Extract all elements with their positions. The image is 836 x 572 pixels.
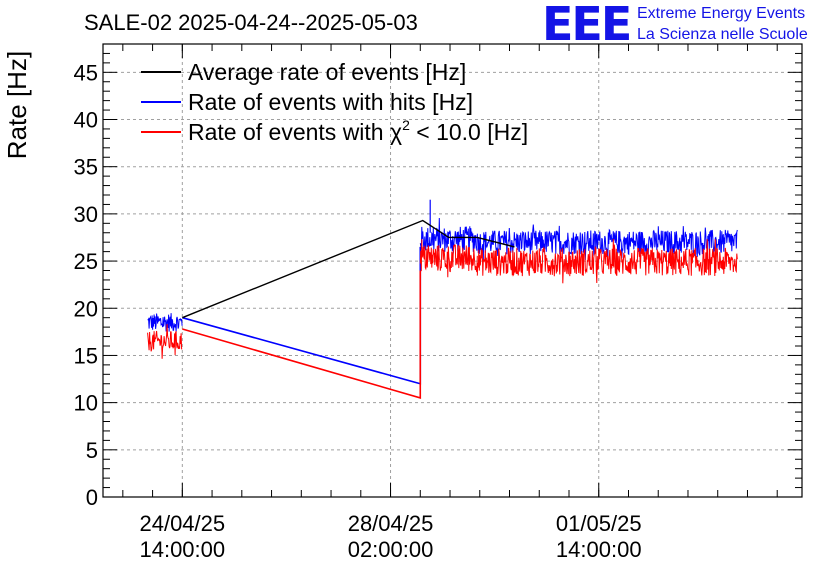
y-tick-label: 5 (86, 438, 98, 463)
y-axis-label: Rate [Hz] (2, 51, 32, 159)
x-tick-labels: 24/04/2514:00:0028/04/2502:00:0001/05/25… (139, 511, 641, 562)
series-noise-segment (147, 313, 183, 332)
y-tick-label: 45 (74, 60, 98, 85)
eee-logo: EEE Extreme Energy Events La Scienza nel… (542, 0, 808, 51)
series-hits (147, 199, 738, 385)
x-tick-label-time: 14:00:00 (556, 537, 642, 562)
legend: Average rate of events [Hz] Rate of even… (141, 59, 528, 145)
legend-label-chi2-sup: 2 (402, 117, 410, 133)
logo-line-1: Extreme Energy Events (637, 5, 805, 22)
series-noise-segment (419, 239, 478, 278)
series-layer (147, 199, 738, 399)
y-tick-label: 25 (74, 249, 98, 274)
y-tick-labels: 0 5 10 15 20 25 30 35 40 45 (74, 60, 98, 510)
chart-title: SALE-02 2025-04-24--2025-05-03 (84, 10, 418, 35)
series-noise-segment (476, 238, 738, 284)
y-tick-label: 40 (74, 108, 98, 133)
series-average (182, 219, 515, 319)
series-chi2 (147, 238, 738, 399)
axis-ticks (103, 43, 802, 498)
legend-label-chi2-prefix: Rate of events with χ (188, 119, 402, 145)
y-tick-label: 10 (74, 391, 98, 416)
legend-label-chi2: Rate of events with χ2 < 10.0 [Hz] (188, 117, 528, 145)
series-noise-segment (419, 217, 478, 254)
x-tick-label-time: 02:00:00 (348, 537, 434, 562)
y-tick-label: 15 (74, 343, 98, 368)
logo-line-2: La Scienza nelle Scuole (637, 26, 808, 43)
y-tick-label: 20 (74, 296, 98, 321)
legend-label-hits: Rate of events with hits [Hz] (188, 89, 473, 115)
legend-label-average: Average rate of events [Hz] (188, 59, 466, 85)
x-tick-label-date: 24/04/25 (139, 511, 225, 536)
x-tick-label-time: 14:00:00 (139, 537, 225, 562)
y-tick-label: 30 (74, 202, 98, 227)
x-tick-label-date: 01/05/25 (556, 511, 642, 536)
logo-mark: EEE (542, 0, 630, 51)
legend-label-chi2-suffix: < 10.0 [Hz] (410, 119, 528, 145)
y-tick-label: 0 (86, 485, 98, 510)
y-tick-label: 35 (74, 155, 98, 180)
series-noise-segment (147, 324, 183, 359)
x-tick-label-date: 28/04/25 (348, 511, 434, 536)
series-connector (182, 270, 422, 399)
